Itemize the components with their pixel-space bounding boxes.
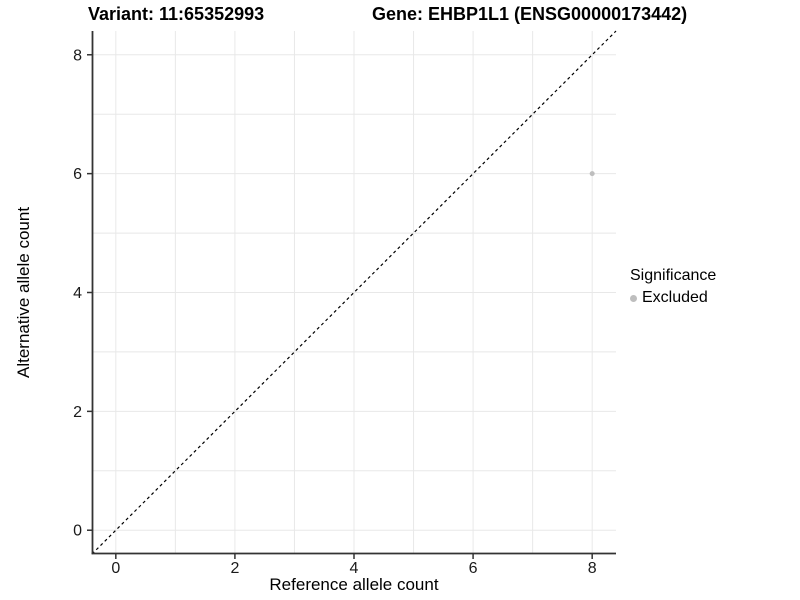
legend-title: Significance [630, 267, 717, 284]
x-tick-label: 2 [230, 560, 239, 577]
x-tick-label: 4 [350, 560, 359, 577]
legend-item: Excluded [630, 289, 716, 307]
y-tick-label: 4 [73, 285, 82, 302]
x-axis-label: Reference allele count [269, 575, 439, 594]
y-axis-label: Alternative allele count [14, 206, 33, 379]
y-tick-label: 2 [73, 404, 82, 421]
y-tick-label: 0 [73, 523, 82, 540]
y-tick-label: 6 [73, 166, 82, 183]
plot-panel: 0 2 4 6 8 0 2 4 6 8 [73, 30, 617, 577]
legend-item-label: Excluded [642, 289, 708, 306]
legend-items: Excluded [630, 289, 716, 307]
x-tick-label: 0 [111, 560, 120, 577]
y-tick-label: 8 [73, 47, 82, 64]
legend-key-dot-icon [630, 294, 637, 302]
x-tick-label: 8 [588, 560, 597, 577]
legend: Significance Excluded [630, 267, 716, 307]
data-point [589, 171, 595, 177]
gene-title: Gene: EHBP1L1 (ENSG00000173442) [372, 4, 688, 24]
x-tick-label: 6 [469, 560, 478, 577]
variant-title: Variant: 11:65352993 [88, 4, 265, 24]
